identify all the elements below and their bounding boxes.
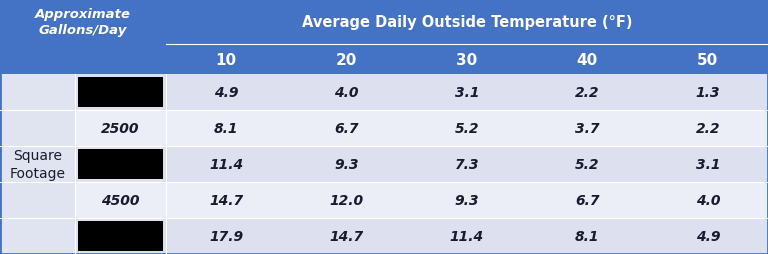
Bar bbox=[75, 218, 768, 254]
Text: 40: 40 bbox=[577, 53, 598, 67]
Text: 4.9: 4.9 bbox=[696, 229, 720, 243]
Text: 14.7: 14.7 bbox=[329, 229, 363, 243]
Bar bbox=[75, 111, 768, 147]
Bar bbox=[0, 75, 75, 254]
Text: Average Daily Outside Temperature (°F): Average Daily Outside Temperature (°F) bbox=[302, 15, 632, 30]
Text: 1.3: 1.3 bbox=[696, 86, 720, 100]
Text: 11.4: 11.4 bbox=[209, 157, 243, 171]
Text: 4.0: 4.0 bbox=[696, 193, 720, 207]
Text: 7.3: 7.3 bbox=[455, 157, 479, 171]
Text: 4.9: 4.9 bbox=[214, 86, 238, 100]
Text: 8.1: 8.1 bbox=[214, 122, 238, 136]
Text: 3.1: 3.1 bbox=[455, 86, 479, 100]
Text: 2.2: 2.2 bbox=[575, 86, 600, 100]
Text: 5.2: 5.2 bbox=[455, 122, 479, 136]
Text: 50: 50 bbox=[697, 53, 718, 67]
Text: 2500: 2500 bbox=[101, 122, 140, 136]
Bar bbox=[75, 147, 768, 182]
Text: 12.0: 12.0 bbox=[329, 193, 363, 207]
Text: 3.1: 3.1 bbox=[696, 157, 720, 171]
Text: 20: 20 bbox=[336, 53, 357, 67]
Text: Square
Footage: Square Footage bbox=[10, 149, 65, 180]
Text: 6.7: 6.7 bbox=[334, 122, 359, 136]
Text: 10: 10 bbox=[216, 53, 237, 67]
Bar bbox=[78, 150, 163, 179]
Text: 8.1: 8.1 bbox=[575, 229, 600, 243]
Text: 11.4: 11.4 bbox=[450, 229, 484, 243]
Text: Approximate
Gallons/Day: Approximate Gallons/Day bbox=[35, 8, 131, 37]
Text: 5.2: 5.2 bbox=[575, 157, 600, 171]
Text: 9.3: 9.3 bbox=[455, 193, 479, 207]
Bar bbox=[78, 78, 163, 108]
Bar bbox=[75, 75, 768, 111]
Text: 4.0: 4.0 bbox=[334, 86, 359, 100]
Text: 6.7: 6.7 bbox=[575, 193, 600, 207]
Text: 17.9: 17.9 bbox=[209, 229, 243, 243]
Text: 9.3: 9.3 bbox=[334, 157, 359, 171]
Bar bbox=[0, 0, 768, 75]
Bar bbox=[75, 182, 768, 218]
Text: 3.7: 3.7 bbox=[575, 122, 600, 136]
Text: 4500: 4500 bbox=[101, 193, 140, 207]
Text: 14.7: 14.7 bbox=[209, 193, 243, 207]
Bar bbox=[78, 221, 163, 251]
Text: 2.2: 2.2 bbox=[696, 122, 720, 136]
Text: 30: 30 bbox=[456, 53, 478, 67]
